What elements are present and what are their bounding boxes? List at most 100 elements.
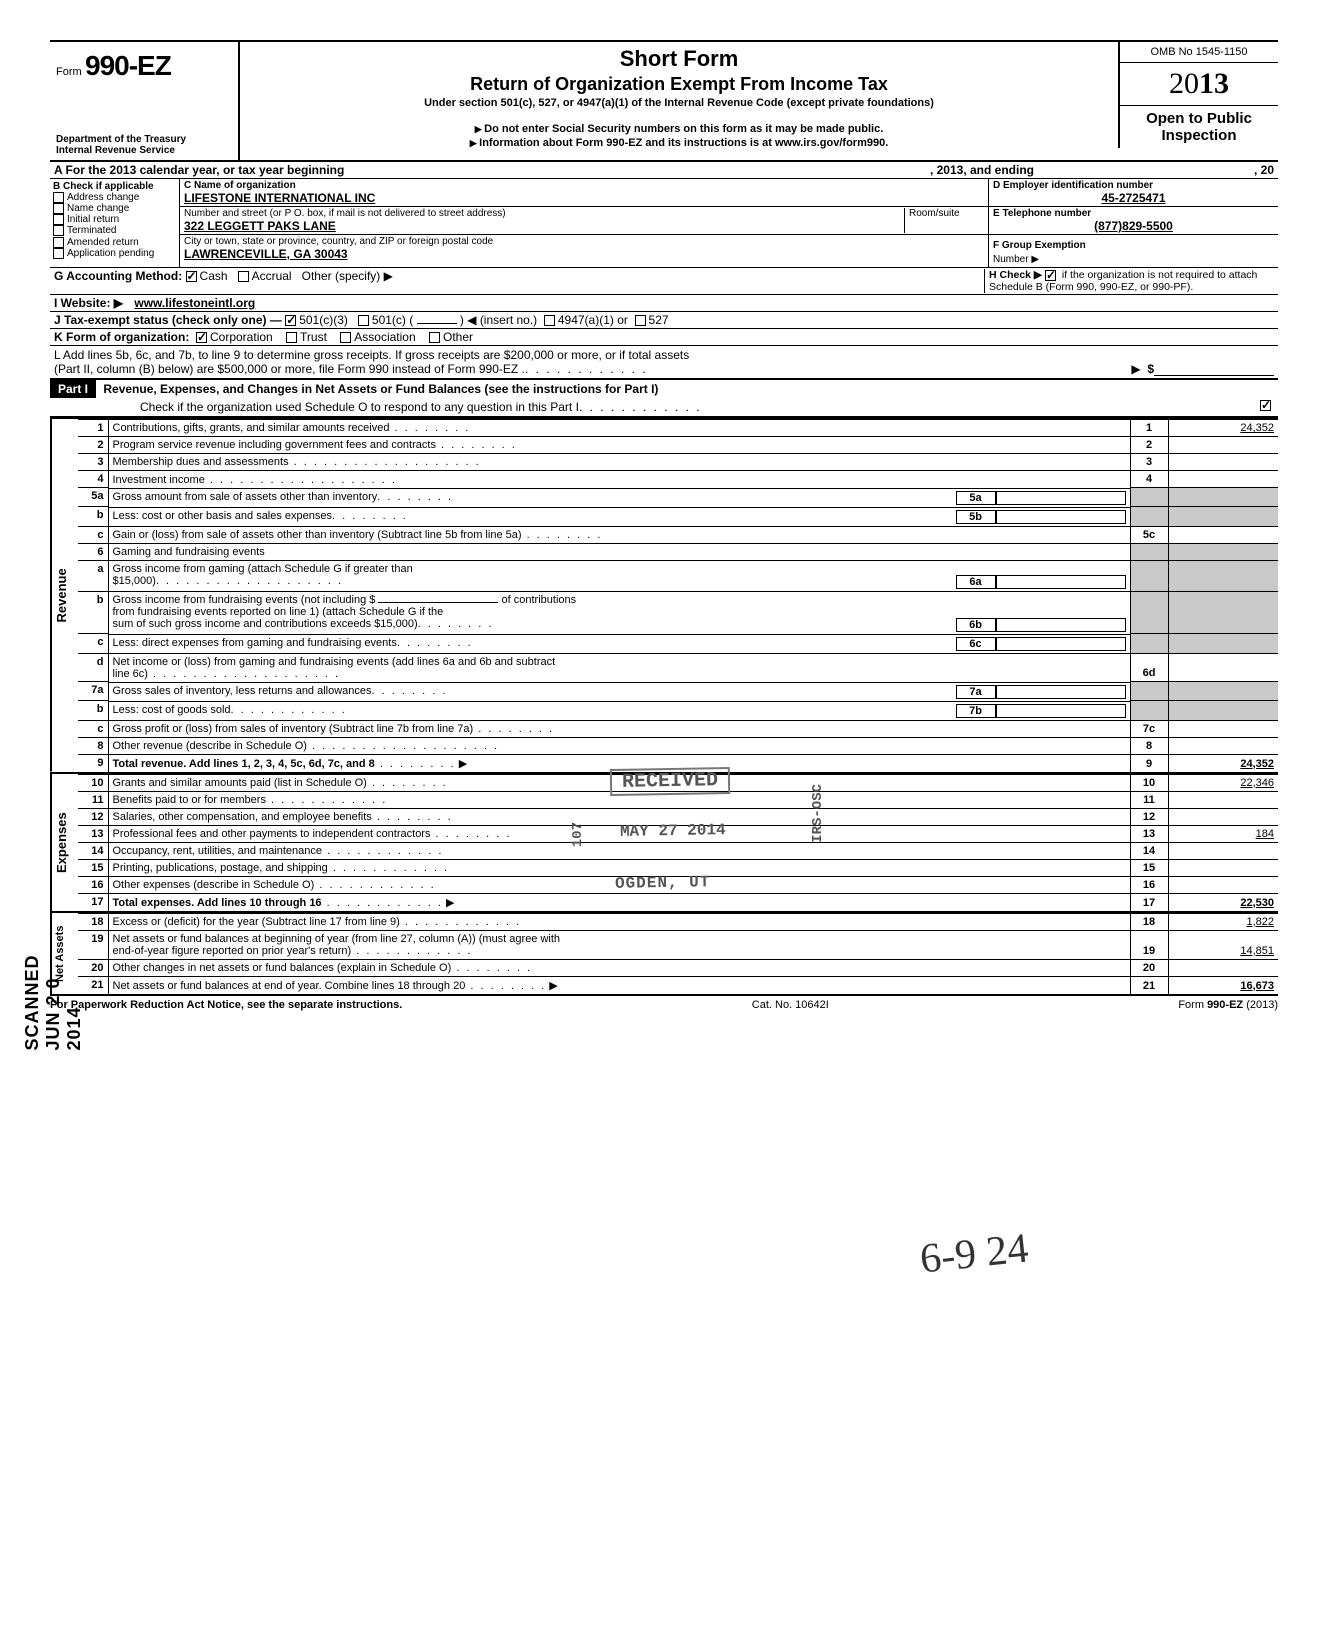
g-accrual: Accrual <box>252 269 292 283</box>
j-4947-check[interactable] <box>544 315 555 326</box>
b-opt-5[interactable]: Application pending <box>53 248 176 259</box>
part1-header-row: Part I Revenue, Expenses, and Changes in… <box>50 378 1278 417</box>
h-check[interactable] <box>1045 270 1056 281</box>
l7a-num: 7a <box>78 682 108 701</box>
footer-mid: Cat. No. 10642I <box>752 999 829 1011</box>
l6a-text1: Gross income from gaming (attach Schedul… <box>113 563 1126 575</box>
l1-text: Contributions, gifts, grants, and simila… <box>113 422 390 434</box>
g-cash-check[interactable] <box>186 271 197 282</box>
k-other-check[interactable] <box>429 332 440 343</box>
l20-amt[interactable] <box>1168 959 1278 976</box>
ein-value: 45-2725471 <box>993 191 1274 205</box>
l5a-shade-amt <box>1168 488 1278 507</box>
page-footer: For Paperwork Reduction Act Notice, see … <box>50 994 1278 1011</box>
h-label: H Check ▶ <box>989 269 1042 281</box>
l6b-text1b: of contributions <box>502 594 577 606</box>
l5b-shade-amt <box>1168 507 1278 527</box>
e-label: E Telephone number <box>993 208 1274 219</box>
j-501c-check[interactable] <box>358 315 369 326</box>
l6c-ival[interactable] <box>996 637 1126 651</box>
l6a-ival[interactable] <box>996 575 1126 589</box>
l6a-text2: $15,000) <box>113 575 156 589</box>
part1-schedule-o-check[interactable] <box>1260 400 1271 411</box>
l6b-num: b <box>78 591 108 634</box>
gh-row: G Accounting Method: Cash Accrual Other … <box>50 268 1278 295</box>
b-opt-4[interactable]: Amended return <box>53 237 176 248</box>
l3-amt[interactable] <box>1168 454 1278 471</box>
title-short-form: Short Form <box>250 46 1108 72</box>
l7a-text: Gross sales of inventory, less returns a… <box>113 685 372 699</box>
l18-amt: 1,822 <box>1168 913 1278 930</box>
l15-amt[interactable] <box>1168 859 1278 876</box>
l7a-shade <box>1130 682 1168 701</box>
l16-amt[interactable] <box>1168 876 1278 893</box>
l6c-ibox: 6c <box>956 637 996 651</box>
b-opt-3[interactable]: Terminated <box>53 225 176 236</box>
l12-amt[interactable] <box>1168 808 1278 825</box>
l2-amt[interactable] <box>1168 437 1278 454</box>
l5c-amt[interactable] <box>1168 526 1278 543</box>
l4-text: Investment income <box>113 474 205 486</box>
b-opt-2[interactable]: Initial return <box>53 214 176 225</box>
l9-box: 9 <box>1130 754 1168 772</box>
l17-text: Total expenses. Add lines 10 through 16 <box>113 897 322 909</box>
l7a-ival[interactable] <box>996 685 1126 699</box>
l6b-ival[interactable] <box>996 618 1126 632</box>
l5a-ival[interactable] <box>996 491 1126 505</box>
l11-amt[interactable] <box>1168 791 1278 808</box>
l2-text: Program service revenue including govern… <box>113 439 436 451</box>
l6d-amt[interactable] <box>1168 653 1278 682</box>
side-revenue: Revenue <box>50 419 71 772</box>
j-501c3-check[interactable] <box>285 315 296 326</box>
title-box: Short Form Return of Organization Exempt… <box>240 42 1118 153</box>
l8-amt[interactable] <box>1168 737 1278 754</box>
l5a-num: 5a <box>78 488 108 507</box>
b-opt-1[interactable]: Name change <box>53 203 176 214</box>
dept1: Department of the Treasury <box>56 134 232 145</box>
l20-text: Other changes in net assets or fund bala… <box>113 962 452 974</box>
l14-amt[interactable] <box>1168 842 1278 859</box>
section-b: B Check if applicable Address change Nam… <box>50 179 180 267</box>
l7c-amt[interactable] <box>1168 720 1278 737</box>
bcdef-block: B Check if applicable Address change Nam… <box>50 179 1278 268</box>
g-other: Other (specify) ▶ <box>302 269 393 283</box>
g-accrual-check[interactable] <box>238 271 249 282</box>
l-arrow: ▶ <box>1131 362 1140 376</box>
b-opt-0[interactable]: Address change <box>53 192 176 203</box>
l8-num: 8 <box>78 737 108 754</box>
line-a-end: , 20 <box>1254 163 1274 177</box>
l7b-shade-amt <box>1168 701 1278 721</box>
k-trust-check[interactable] <box>286 332 297 343</box>
k-corp-check[interactable] <box>196 332 207 343</box>
l7a-ibox: 7a <box>956 685 996 699</box>
l16-text: Other expenses (describe in Schedule O) <box>113 879 315 891</box>
dept2: Internal Revenue Service <box>56 145 232 156</box>
l4-amt[interactable] <box>1168 471 1278 488</box>
l10-amt: 22,346 <box>1168 774 1278 791</box>
l7b-ival[interactable] <box>996 704 1126 718</box>
year-outline: 20 <box>1169 67 1199 100</box>
l5b-ival[interactable] <box>996 510 1126 524</box>
l5b-num: b <box>78 507 108 527</box>
k-trust: Trust <box>300 330 327 344</box>
f-label: F Group Exemption <box>993 240 1086 251</box>
j-527-check[interactable] <box>635 315 646 326</box>
i-label: I Website: ▶ <box>54 296 123 310</box>
l5c-num: c <box>78 526 108 543</box>
l3-num: 3 <box>78 454 108 471</box>
l15-num: 15 <box>78 859 108 876</box>
k-row: K Form of organization: Corporation Trus… <box>50 329 1278 346</box>
l6b-text2: from fundraising events reported on line… <box>113 606 1126 618</box>
l15-text: Printing, publications, postage, and shi… <box>113 862 328 874</box>
k-assoc-check[interactable] <box>340 332 351 343</box>
l4-box: 4 <box>1130 471 1168 488</box>
line-a: A For the 2013 calendar year, or tax yea… <box>50 162 1278 179</box>
k-assoc: Association <box>354 330 415 344</box>
l7c-box: 7c <box>1130 720 1168 737</box>
l6b-shade <box>1130 591 1168 634</box>
l10-box: 10 <box>1130 774 1168 791</box>
j-4947: 4947(a)(1) or <box>558 313 628 327</box>
l6-shade <box>1130 543 1168 560</box>
l18-num: 18 <box>78 913 108 930</box>
j-501c: 501(c) ( <box>372 313 413 327</box>
